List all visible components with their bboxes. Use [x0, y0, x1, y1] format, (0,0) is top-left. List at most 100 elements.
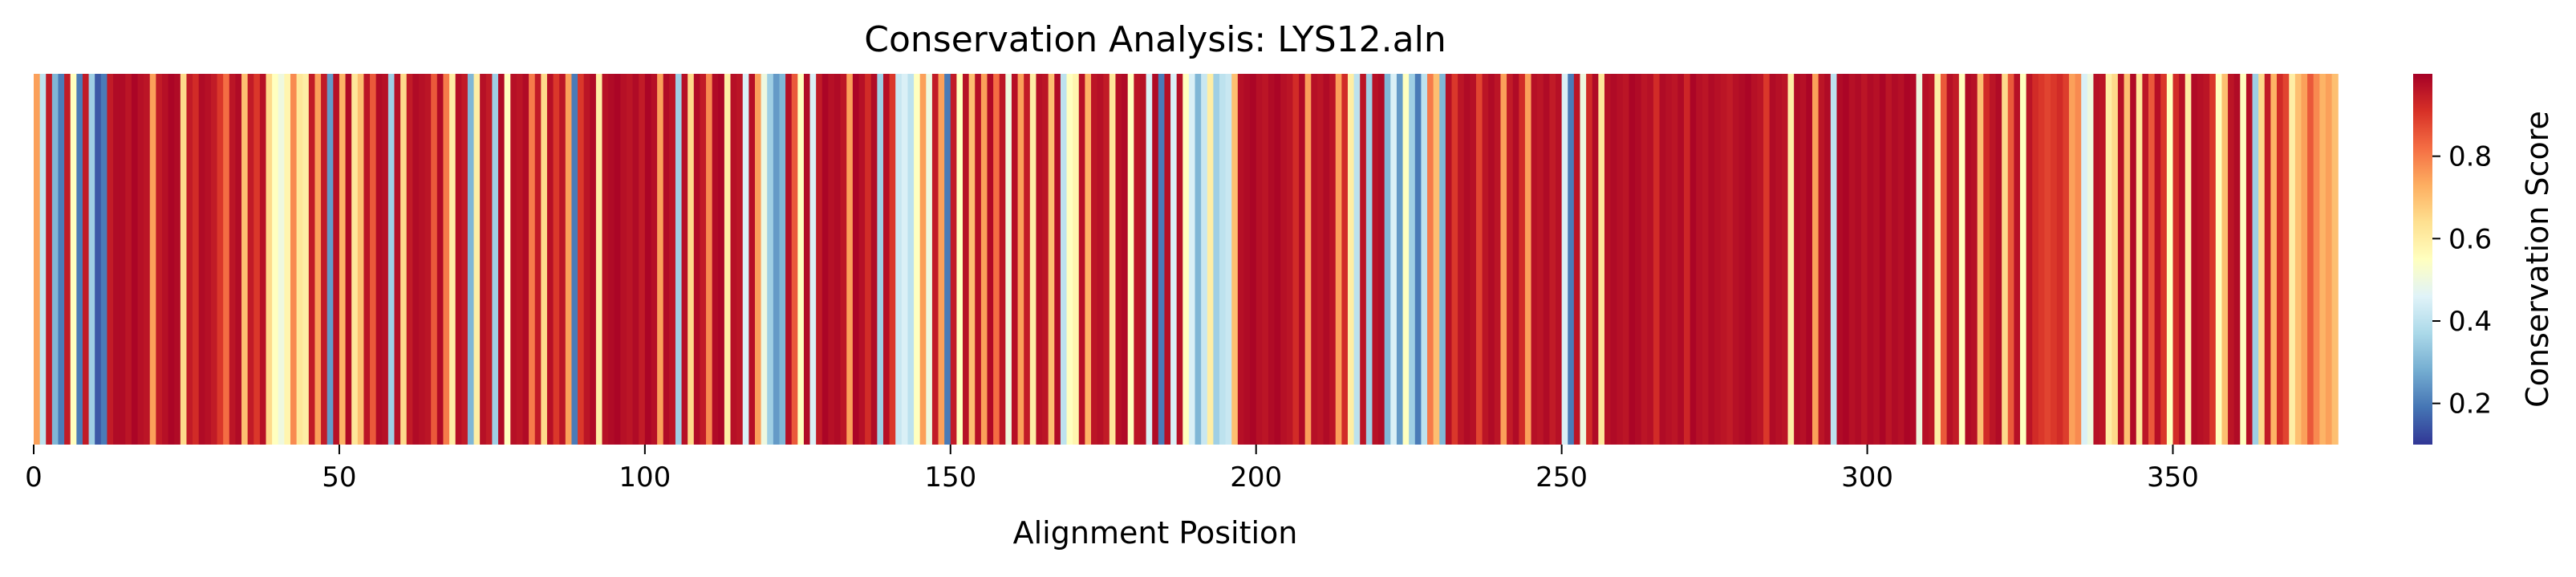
heatmap-cell	[1195, 74, 1202, 445]
x-tick-label: 50	[322, 461, 356, 494]
heatmap-cell	[431, 74, 438, 445]
heatmap-cell	[119, 74, 126, 445]
heatmap-cell	[2221, 74, 2229, 445]
heatmap-cell	[2075, 74, 2082, 445]
heatmap-cell	[1115, 74, 1122, 445]
heatmap-cell	[1684, 74, 1691, 445]
heatmap-cell	[1347, 74, 1355, 445]
heatmap-cell	[418, 74, 426, 445]
heatmap-cell	[510, 74, 517, 445]
heatmap-cell	[125, 74, 132, 445]
heatmap-cell	[1659, 74, 1666, 445]
heatmap-cell	[137, 74, 144, 445]
heatmap-cell	[1482, 74, 1489, 445]
heatmap-cell	[773, 74, 781, 445]
heatmap-cell	[999, 74, 1006, 445]
heatmap-cell	[272, 74, 279, 445]
heatmap-cell	[39, 74, 47, 445]
heatmap-cell	[156, 74, 163, 445]
heatmap-cell	[1073, 74, 1080, 445]
heatmap-cell	[2179, 74, 2186, 445]
heatmap-cell	[2142, 74, 2149, 445]
heatmap-cell	[821, 74, 830, 445]
heatmap-cell	[2185, 74, 2192, 445]
heatmap-cell	[2160, 74, 2168, 445]
heatmap-cell	[834, 74, 842, 445]
heatmap-cell	[828, 74, 835, 445]
heatmap-cell	[51, 74, 59, 445]
heatmap-cell	[895, 74, 903, 445]
heatmap-cell	[2051, 74, 2058, 445]
heatmap-cell	[1824, 74, 1832, 445]
colorbar-tick-label: 0.4	[2448, 306, 2492, 338]
heatmap-cell	[1365, 74, 1373, 445]
heatmap-cell	[100, 74, 108, 445]
heatmap-cell	[1451, 74, 1458, 445]
heatmap-cell	[901, 74, 909, 445]
heatmap-cell	[1922, 74, 1929, 445]
heatmap-cell	[1372, 74, 1379, 445]
colorbar-tick-label: 0.8	[2448, 141, 2492, 173]
colorbar-label: Conservation Score	[2520, 111, 2555, 408]
heatmap-cell	[266, 74, 273, 445]
heatmap-cell	[706, 74, 713, 445]
heatmap-cell	[1892, 74, 1899, 445]
heatmap-cell	[1304, 74, 1312, 445]
heatmap-cell	[449, 74, 456, 445]
heatmap-cell	[1738, 74, 1746, 445]
heatmap-cell	[1971, 74, 1978, 445]
heatmap-cell	[2081, 74, 2088, 445]
heatmap-cell	[2301, 74, 2308, 445]
heatmap-cell	[461, 74, 469, 445]
heatmap-cell	[2294, 74, 2302, 445]
heatmap-cell	[76, 74, 83, 445]
heatmap-cell	[296, 74, 303, 445]
heatmap-cell	[1268, 74, 1276, 445]
heatmap-cell	[1299, 74, 1306, 445]
heatmap-cell	[1158, 74, 1166, 445]
heatmap-cell	[1519, 74, 1526, 445]
heatmap-cell	[387, 74, 396, 445]
heatmap-cell	[2124, 74, 2131, 445]
heatmap-cell	[882, 74, 890, 445]
heatmap-cell	[1262, 74, 1269, 445]
heatmap-cell	[1598, 74, 1605, 445]
heatmap-cell	[987, 74, 994, 445]
heatmap-cell	[809, 74, 817, 445]
heatmap-cell	[1604, 74, 1612, 445]
heatmap-cell	[595, 74, 603, 445]
heatmap-cell	[2099, 74, 2107, 445]
heatmap-cell	[1726, 74, 1734, 445]
heatmap-cell	[1329, 74, 1337, 445]
heatmap-cell	[1183, 74, 1190, 445]
heatmap-cell	[1965, 74, 1972, 445]
heatmap-cell	[2233, 74, 2241, 445]
chart-title: Conservation Analysis: LYS12.aln	[864, 19, 1446, 60]
heatmap-cell	[2209, 74, 2217, 445]
heatmap-cell	[1983, 74, 1990, 445]
heatmap-cell	[302, 74, 310, 445]
heatmap-cell	[1042, 74, 1049, 445]
heatmap-cell	[1097, 74, 1104, 445]
heatmap-cell	[1696, 74, 1703, 445]
heatmap-cell	[2197, 74, 2205, 445]
heatmap-cell	[2007, 74, 2014, 445]
heatmap-cell	[522, 74, 529, 445]
heatmap-cell	[571, 74, 578, 445]
heatmap-cell	[2112, 74, 2119, 445]
heatmap-cell	[1439, 74, 1446, 445]
heatmap-cell	[578, 74, 585, 445]
heatmap-cell	[632, 74, 639, 445]
heatmap-cell	[1458, 74, 1465, 445]
colorbar: 0.2 0.4 0.6 0.8	[2413, 74, 2492, 445]
heatmap-cell	[400, 74, 408, 445]
heatmap-cell	[1470, 74, 1477, 445]
heatmap-cell	[412, 74, 420, 445]
heatmap-cell	[339, 74, 347, 445]
heatmap-cell	[498, 74, 505, 445]
heatmap-cell	[2258, 74, 2266, 445]
heatmap-cell	[546, 74, 554, 445]
heatmap-cell	[565, 74, 573, 445]
heatmap-cell	[791, 74, 798, 445]
heatmap-cell	[1060, 74, 1068, 445]
